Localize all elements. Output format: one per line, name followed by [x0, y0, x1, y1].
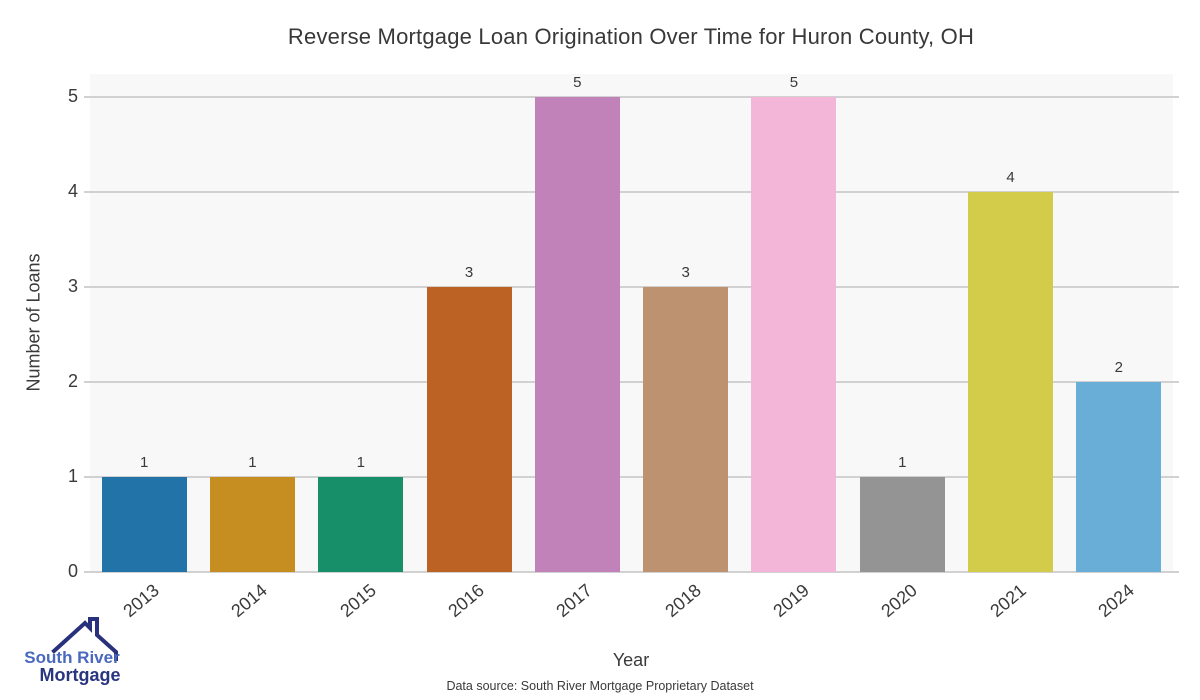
gridline-y-2	[84, 381, 1179, 383]
x-tick-label-2017: 2017	[552, 580, 597, 622]
bar-value-label-2018: 3	[681, 264, 690, 281]
bar-value-label-2017: 5	[573, 74, 582, 91]
bar-value-label-2024: 2	[1114, 359, 1124, 376]
x-tick-label-2016: 2016	[444, 580, 488, 622]
house-roof-icon	[51, 617, 118, 661]
bar-2024	[1076, 382, 1162, 572]
bar-value-label-2020: 1	[898, 454, 907, 471]
gridline-y-0	[84, 571, 1179, 573]
logo-text-line2: Mortgage	[40, 665, 121, 685]
gridline-y-4	[84, 191, 1179, 193]
x-tick-label-2024: 2024	[1094, 580, 1138, 622]
bar-value-label-2014: 1	[248, 454, 257, 471]
bar-2016	[426, 287, 512, 572]
y-tick-label-3: 3	[67, 276, 78, 296]
logo-text-line1: South River	[24, 648, 120, 667]
x-tick-label-2020: 2020	[877, 580, 922, 622]
gridline-y-1	[84, 476, 1179, 478]
plot-area: 1 1 1 3 5 3 5 1 4 2	[84, 74, 1179, 573]
y-tick-label-5: 5	[67, 86, 78, 106]
y-tick-label-1: 1	[67, 466, 78, 486]
y-tick-label-2: 2	[67, 371, 78, 391]
bar-value-label-2021: 4	[1006, 169, 1015, 186]
chart-title: Reverse Mortgage Loan Origination Over T…	[287, 24, 975, 49]
x-tick-label-2019: 2019	[769, 580, 813, 622]
bar-value-label-2015: 1	[356, 454, 365, 471]
bar-2020	[859, 477, 945, 572]
bar-2018	[643, 287, 729, 572]
x-tick-label-2014: 2014	[227, 580, 272, 622]
bar-value-label-2019: 5	[789, 74, 799, 91]
y-tick-label-0: 0	[67, 561, 78, 581]
bar-2014	[209, 477, 295, 572]
bar-2015	[318, 477, 404, 572]
bar-2021	[968, 192, 1054, 572]
gridline-y-5	[84, 96, 1179, 98]
bar-2019	[751, 97, 837, 572]
bar-2013	[101, 477, 187, 572]
bar-2017	[534, 97, 620, 572]
x-axis-label: Year	[612, 650, 650, 670]
data-source-note: Data source: South River Mortgage Propri…	[446, 679, 754, 693]
x-tick-label-2015: 2015	[336, 580, 380, 622]
gridline-y-3	[84, 286, 1179, 288]
x-tick-label-2018: 2018	[660, 580, 705, 622]
bar-value-label-2013: 1	[139, 454, 149, 471]
bar-value-label-2016: 3	[464, 264, 474, 281]
y-tick-label-4: 4	[67, 181, 78, 201]
x-tick-label-2021: 2021	[985, 580, 1030, 622]
south-river-mortgage-logo: South River Mortgage	[24, 617, 121, 685]
